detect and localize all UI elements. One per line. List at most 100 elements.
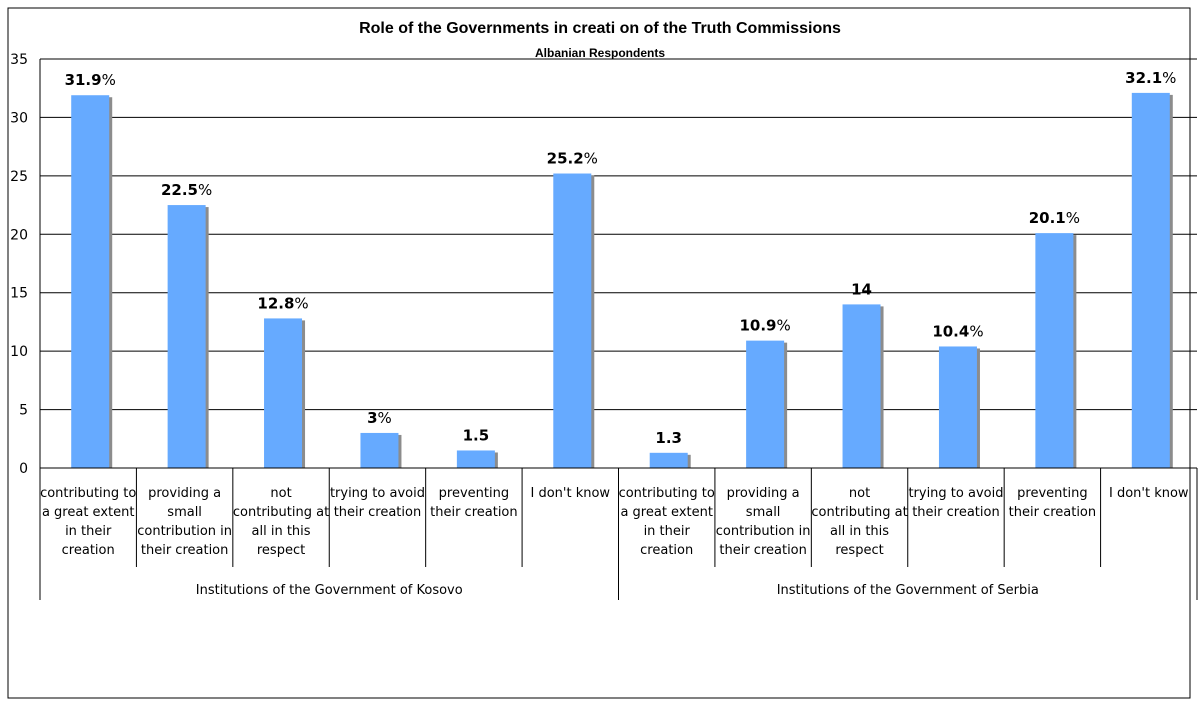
category-label-line: contributing to <box>619 486 715 501</box>
category-label: preventing their creation <box>430 486 518 520</box>
category-label-line: contributing at <box>233 505 329 520</box>
y-tick-label: 35 <box>10 52 28 68</box>
data-label-suffix: % <box>102 71 116 89</box>
category-label-line: not <box>849 486 870 501</box>
chart-subtitle: Albanian Respondents <box>535 46 665 60</box>
data-label: 14 <box>851 280 872 298</box>
data-label: 25.2% <box>547 150 598 168</box>
data-label-value: 10.9 <box>739 317 776 335</box>
bar <box>360 432 399 468</box>
category-label-line: I don't know <box>531 486 611 501</box>
data-label-value: 20.1 <box>1029 209 1066 227</box>
data-label: 22.5% <box>161 181 212 199</box>
data-label: 20.1% <box>1029 209 1080 227</box>
bar <box>746 340 785 468</box>
category-label-line: their creation <box>141 543 229 558</box>
category-label-line: a great extent <box>42 505 135 520</box>
category-label: not contributing at all in this respect <box>811 486 907 558</box>
category-label-line: trying to avoid <box>330 486 425 501</box>
category-label-line: contribution in <box>716 524 811 539</box>
data-label-suffix: % <box>777 317 791 335</box>
bar <box>553 173 592 468</box>
data-label-value: 32.1 <box>1125 69 1162 87</box>
category-label-line: creation <box>640 543 693 558</box>
category-label: trying to avoid their creation <box>330 486 425 520</box>
data-label-value: 3 <box>367 409 377 427</box>
data-label: 3% <box>367 409 392 427</box>
category-label: providing a small contribution in their cre… <box>137 486 232 558</box>
data-label: 1.5 <box>463 426 490 444</box>
y-tick-label: 30 <box>10 110 28 126</box>
data-label-value: 1.5 <box>463 426 490 444</box>
category-label: contributing to a great extent in their cre… <box>619 486 715 558</box>
category-label-line: preventing <box>1017 486 1087 501</box>
bar <box>264 318 303 468</box>
data-label-suffix: % <box>294 294 308 312</box>
data-label-suffix: % <box>584 150 598 168</box>
category-label-line: their creation <box>334 505 422 520</box>
data-labels: 31.9%22.5%12.8%3%1.525.2%1.310.9%1410.4%… <box>65 69 1177 447</box>
y-tick-label: 10 <box>10 344 28 360</box>
data-label-value: 14 <box>851 280 872 298</box>
category-label-line: creation <box>62 543 115 558</box>
category-label-line: contributing to <box>40 486 136 501</box>
data-label: 31.9% <box>65 71 116 89</box>
category-label: contributing to a great extent in their cre… <box>40 486 136 558</box>
group-label: Institutions of the Government of Kosovo <box>196 583 463 598</box>
category-label: preventing their creation <box>1009 486 1097 520</box>
y-tick-label: 0 <box>19 461 28 477</box>
category-label-line: in their <box>644 524 691 539</box>
bars <box>71 92 1173 469</box>
data-label-suffix: % <box>969 322 983 340</box>
category-label-line: all in this <box>830 524 889 539</box>
bar <box>649 452 688 468</box>
category-label-line: their creation <box>912 505 1000 520</box>
category-label: trying to avoid their creation <box>908 486 1003 520</box>
category-label-line: providing a <box>727 486 800 501</box>
data-label-value: 31.9 <box>65 71 102 89</box>
group-labels: Institutions of the Government of Kosovo… <box>196 583 1039 598</box>
category-label-line: trying to avoid <box>908 486 1003 501</box>
category-label-line: providing a <box>148 486 221 501</box>
data-label: 32.1% <box>1125 69 1176 87</box>
category-label: I don't know <box>1109 486 1189 501</box>
bar <box>1131 92 1170 468</box>
category-label-line: contributing at <box>811 505 907 520</box>
y-tick-label: 20 <box>10 227 28 243</box>
category-label-line: small <box>746 505 781 520</box>
category-label-line: respect <box>257 543 305 558</box>
x-axis <box>39 59 1198 600</box>
data-label: 10.9% <box>739 317 790 335</box>
data-label-suffix: % <box>1066 209 1080 227</box>
bar <box>456 450 495 468</box>
data-label-value: 22.5 <box>161 181 198 199</box>
bar <box>71 95 110 469</box>
data-label-value: 10.4 <box>932 322 969 340</box>
bar <box>1035 233 1074 468</box>
category-label-line: small <box>167 505 202 520</box>
bar <box>167 205 206 469</box>
y-tick-label: 25 <box>10 169 28 185</box>
category-label-line: I don't know <box>1109 486 1189 501</box>
y-axis-ticks: 0 5 10 15 20 25 30 35 <box>10 52 28 477</box>
data-label-value: 12.8 <box>257 294 294 312</box>
group-label: Institutions of the Government of Serbia <box>777 583 1039 598</box>
category-label-line: not <box>270 486 291 501</box>
category-label: I don't know <box>531 486 611 501</box>
category-label-line: their creation <box>1009 505 1097 520</box>
category-label-line: in their <box>65 524 112 539</box>
y-tick-label: 15 <box>10 286 28 302</box>
category-label-line: contribution in <box>137 524 232 539</box>
category-label-line: their creation <box>719 543 807 558</box>
category-labels: contributing to a great extent in their cre… <box>40 486 1189 558</box>
y-tick-label: 5 <box>19 403 28 419</box>
category-label-line: their creation <box>430 505 518 520</box>
data-label-suffix: % <box>1162 69 1176 87</box>
category-label: providing a small contribution in their cre… <box>716 486 811 558</box>
data-label: 10.4% <box>932 322 983 340</box>
category-label-line: a great extent <box>620 505 713 520</box>
data-label-value: 1.3 <box>655 429 682 447</box>
data-label-suffix: % <box>378 409 392 427</box>
chart-title: Role of the Governments in creati on of … <box>359 20 841 37</box>
